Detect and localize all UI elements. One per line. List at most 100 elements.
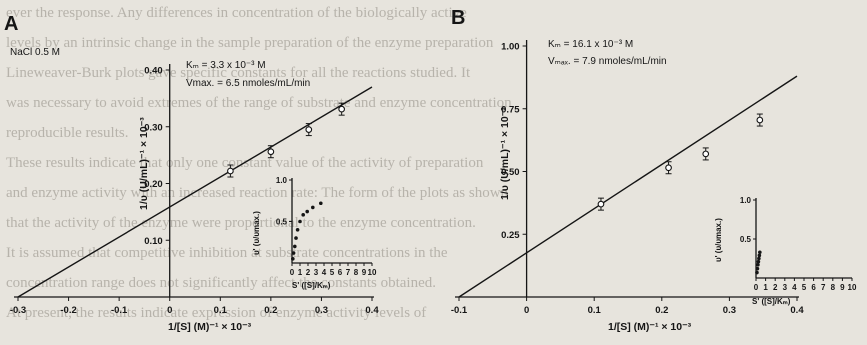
p0-inset-x-tick-label: 2 — [306, 268, 311, 277]
panel-a-inset-y-label: υ' (υ/υmax.) — [252, 211, 261, 255]
p1-inset-y-tick-label: 1.0 — [740, 196, 752, 205]
p1-data-point — [665, 164, 672, 172]
background-text-line: concentration range does not significant… — [6, 275, 436, 291]
p1-inset-x-tick-label: 2 — [773, 283, 778, 292]
background-text-line: ever the response. Any differences in co… — [6, 5, 467, 21]
p0-data-point — [267, 148, 275, 156]
p1-inset-data-point — [755, 270, 759, 275]
p0-inset-data-point — [295, 228, 300, 232]
p1-inset-x-tick-label: 9 — [840, 283, 845, 292]
p0-inset-data-point — [301, 213, 306, 217]
p1-inset-data-point — [756, 259, 761, 264]
panel-b-inset: 0 1 2 3 4 5 6 7 8 9 10 0.5 1.0 — [740, 196, 857, 292]
p0-inset-x-tick-label: 6 — [338, 268, 343, 277]
p1-inset-data-point — [755, 266, 760, 271]
p0-x-tick-label: 0.3 — [315, 305, 328, 316]
p0-fit-line — [17, 86, 373, 298]
p1-data-point — [702, 150, 710, 158]
p0-data-point — [305, 126, 313, 133]
panel-a-km: Kₘ = 3.3 x 10⁻³ M — [186, 60, 266, 71]
p0-x-tick-label: -0.3 — [10, 305, 26, 316]
p1-y-tick-label: 0.75 — [501, 104, 520, 115]
p0-inset-x-tick-label: 5 — [330, 268, 335, 277]
p0-inset-data-point — [311, 205, 315, 210]
p0-inset-data-point — [291, 251, 296, 255]
p0-y-tick-label: 0.40 — [144, 66, 163, 77]
p1-inset-x-tick-label: 3 — [783, 283, 788, 292]
p0-y-tick-label: 0.30 — [144, 122, 163, 133]
p1-inset-data-point — [756, 262, 760, 267]
p1-inset-x-tick-label: 10 — [848, 283, 857, 292]
p1-inset-x-tick-label: 7 — [821, 283, 826, 292]
p1-inset-data-point — [757, 253, 762, 258]
p0-inset-x-tick-label: 3 — [314, 268, 319, 277]
p1-inset-x-tick-label: 8 — [831, 283, 836, 292]
p0-inset-x-tick-label: 7 — [346, 268, 351, 277]
panel-b-inset-y-label: υ' (υ/υmax.) — [714, 218, 723, 262]
p1-inset-x-tick-label: 6 — [811, 283, 816, 292]
p1-x-tick-label: 0.2 — [655, 305, 668, 316]
p0-inset-data-point — [319, 201, 323, 206]
panel-b: B Kₘ = 16.1 x 10⁻³ M Vₘₐₓ. = 7.9 nmoles/… — [451, 7, 857, 333]
p0-inset-x-tick-label: 9 — [362, 268, 367, 277]
panel-a-y-axis-label: 1/υ (U/mL)⁻¹ × 10⁻³ — [138, 117, 150, 210]
p0-inset-x-tick-label: 10 — [368, 268, 377, 277]
p0-x-tick-label: -0.1 — [111, 305, 128, 316]
p1-x-tick-label: 0 — [524, 305, 529, 316]
p1-inset-x-tick-label: 0 — [754, 283, 759, 292]
panel-a-letter: A — [4, 13, 18, 35]
panel-b-x-axis-label: 1/[S] (M)⁻¹ × 10⁻³ — [608, 321, 692, 333]
panel-a-condition: NaCl 0.5 M — [10, 47, 60, 58]
p0-inset-data-point — [298, 219, 302, 224]
panel-b-vmax: Vₘₐₓ. = 7.9 nmoles/mL/min — [548, 56, 667, 67]
panel-a-vmax: Vmax. = 6.5 nmoles/mL/min — [186, 78, 310, 89]
background-text-layer: ever the response. Any differences in co… — [6, 5, 512, 321]
p0-inset-y-tick-label: 0.5 — [276, 218, 288, 227]
background-text-line: and enzyme activity with an increased re… — [6, 185, 509, 201]
p1-x-tick-label: 0.1 — [588, 305, 602, 316]
p1-inset-data-point — [757, 256, 761, 261]
p1-inset-x-tick-label: 1 — [763, 283, 768, 292]
background-text-line: reproducible results. — [6, 125, 128, 141]
p1-inset-x-tick-label: 4 — [792, 283, 797, 292]
p0-inset-x-tick-label: 1 — [298, 268, 303, 277]
panel-a-inset-x-label: S' ([S]/Kₘ) — [292, 281, 331, 290]
p0-inset-data-point — [291, 257, 295, 261]
p1-inset-y-tick-label: 0.5 — [740, 235, 752, 244]
p0-inset-x-tick-label: 4 — [322, 268, 327, 277]
p1-inset-x-tick-label: 5 — [802, 283, 807, 292]
p1-x-tick-label: 0.3 — [723, 305, 736, 316]
panel-b-y-axis-label: 1/υ (U/mL)⁻¹ × 10⁻³ — [499, 107, 511, 200]
p1-data-point — [597, 200, 605, 208]
panel-a-x-axis-label: 1/[S] (M)⁻¹ × 10⁻³ — [168, 321, 252, 333]
p0-inset-x-tick-label: 8 — [354, 268, 359, 277]
background-text-line: was necessary to avoid extremes of the r… — [6, 95, 512, 111]
p1-y-tick-label: 0.25 — [501, 230, 520, 241]
panel-a: A NaCl 0.5 M Kₘ = 3.3 x 10⁻³ M Vmax. = 6… — [4, 13, 379, 333]
p0-x-tick-label: -0.2 — [60, 305, 76, 316]
p0-x-tick-label: 0.1 — [214, 305, 228, 316]
p0-y-tick-label: 0.20 — [144, 179, 163, 190]
panel-a-inset: 0 1 2 3 4 5 6 7 8 9 10 0.5 1.0 — [276, 176, 377, 277]
panel-b-letter: B — [451, 7, 465, 29]
p0-x-tick-label: 0.2 — [264, 305, 277, 316]
background-text-line: It is assumed that competitive inhibitio… — [6, 245, 448, 261]
p0-inset-data-point — [294, 236, 298, 240]
background-text-line: At present, the results indicate express… — [6, 305, 426, 321]
background-text-line: that the activity of the enzyme were pro… — [6, 215, 476, 231]
p0-x-tick-label: 0.4 — [365, 305, 379, 316]
background-text-line: levels by an intrinsic change in the sam… — [6, 35, 494, 51]
background-text-line: Lineweaver-Burk plots gave specific cons… — [6, 65, 471, 81]
p1-x-tick-label: 0.4 — [790, 305, 804, 316]
p0-y-tick-label: 0.10 — [144, 236, 163, 247]
p1-y-tick-label: 1.00 — [501, 42, 520, 53]
panel-b-km: Kₘ = 16.1 x 10⁻³ M — [548, 39, 633, 50]
p0-data-point — [227, 167, 234, 175]
panel-b-plot: -0.1 0 0.1 0.2 0.3 0.40.250.500.751.00 — [451, 40, 804, 316]
p0-inset-data-point — [293, 244, 297, 249]
p1-data-point — [756, 116, 764, 124]
p0-data-point — [338, 105, 346, 113]
p0-inset-x-tick-label: 0 — [290, 268, 295, 277]
